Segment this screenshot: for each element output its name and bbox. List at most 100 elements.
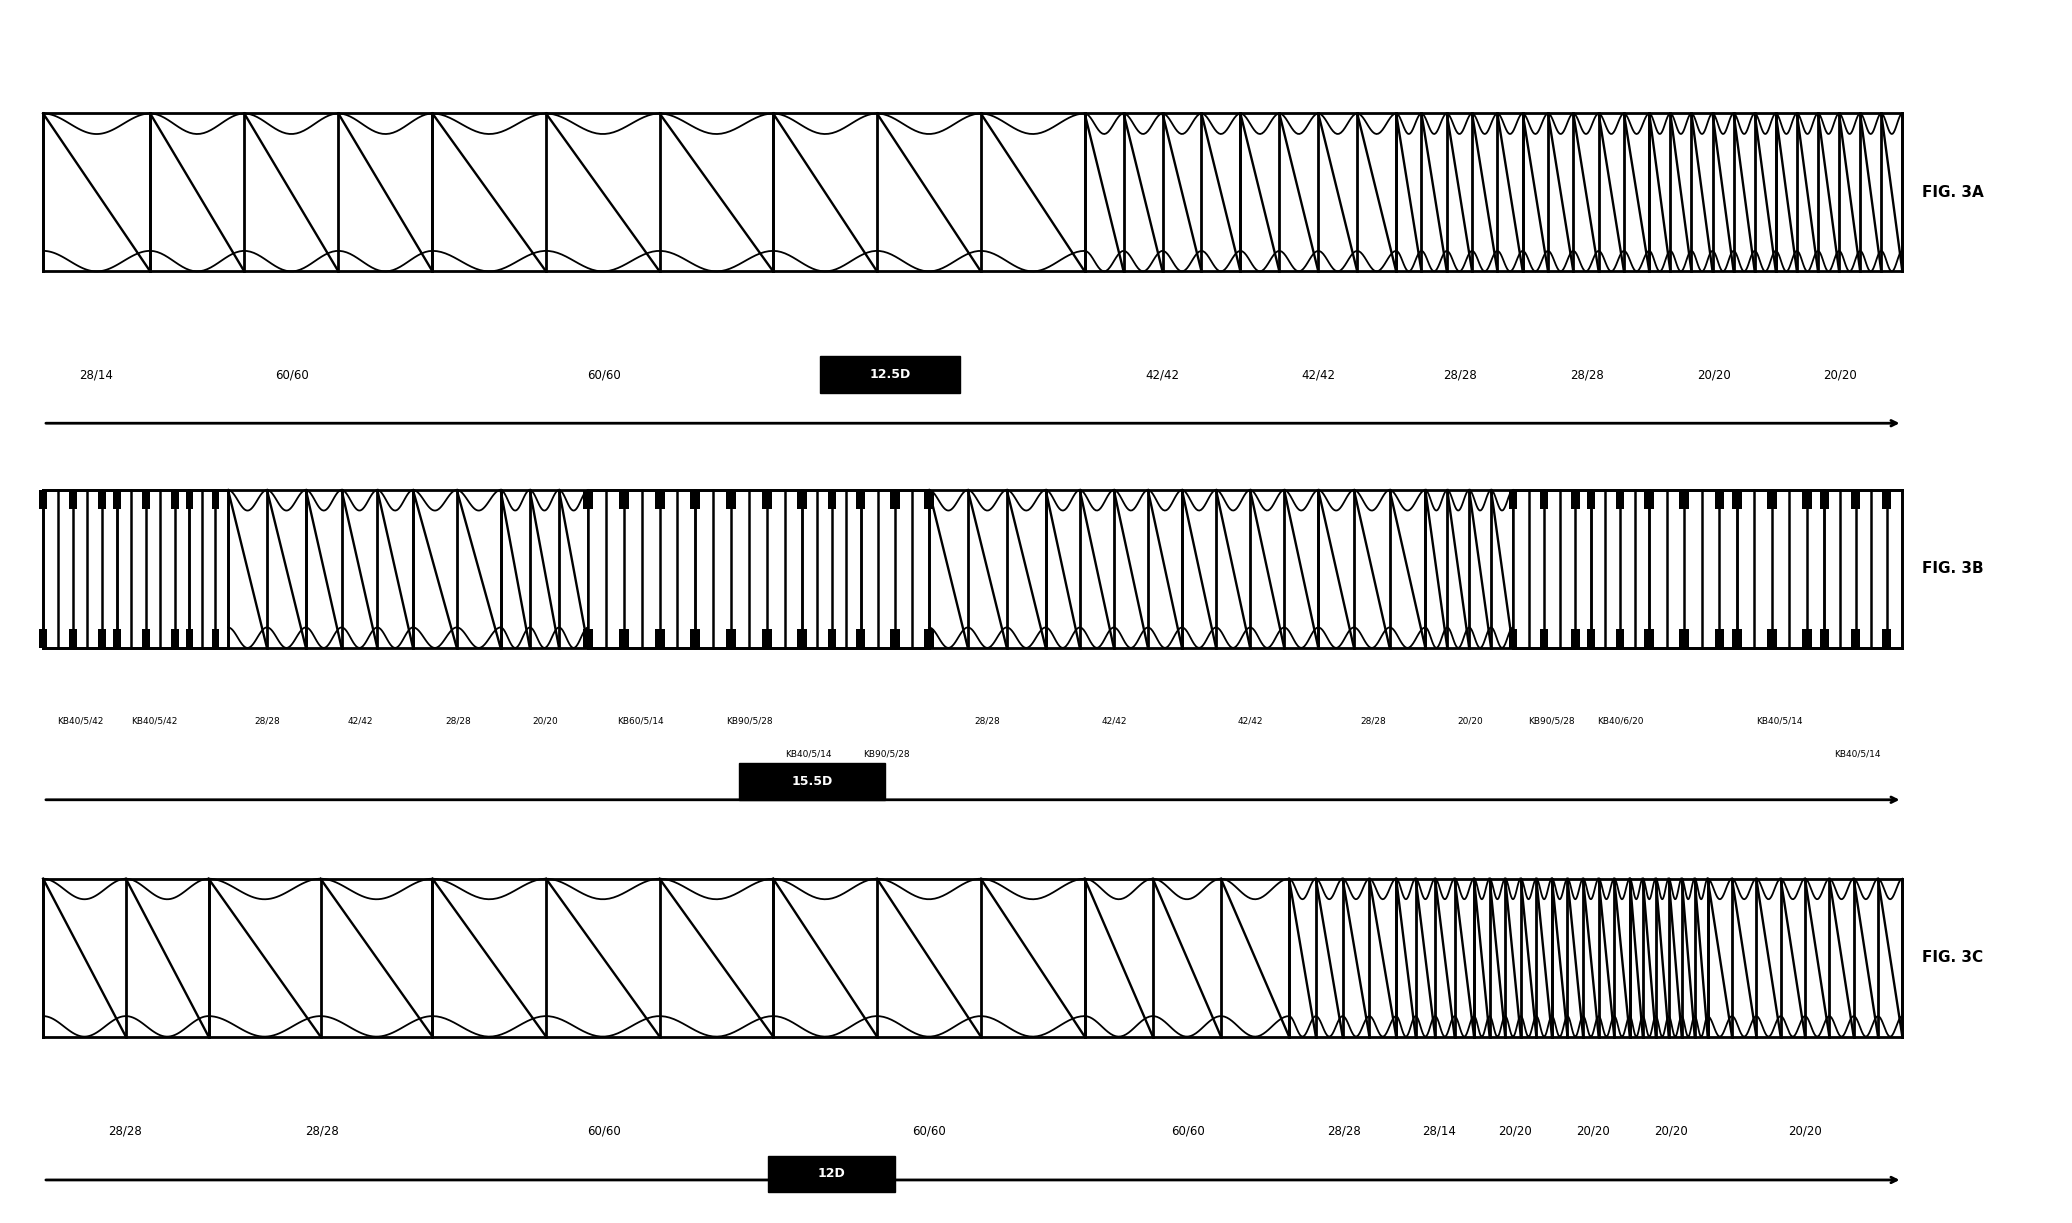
Bar <box>798 629 806 648</box>
Text: KB40/5/14: KB40/5/14 <box>785 750 831 758</box>
Text: 20/20: 20/20 <box>1697 368 1730 382</box>
Text: 20/20: 20/20 <box>1653 1125 1687 1137</box>
Text: 20/20: 20/20 <box>1788 1125 1821 1137</box>
Text: KB40/5/14: KB40/5/14 <box>1757 717 1803 725</box>
Bar <box>68 629 77 648</box>
Bar <box>891 490 899 509</box>
Bar <box>39 490 48 509</box>
Bar <box>798 629 808 648</box>
Bar <box>584 490 593 509</box>
Text: 60/60: 60/60 <box>586 368 622 382</box>
Bar <box>170 629 178 648</box>
Bar <box>655 629 665 648</box>
Bar <box>762 629 771 648</box>
Bar <box>1714 490 1724 509</box>
Bar <box>143 490 149 509</box>
Text: 28/14: 28/14 <box>1421 1125 1457 1137</box>
Bar <box>1587 490 1595 509</box>
Bar <box>1819 629 1830 648</box>
Bar <box>1883 490 1892 509</box>
Bar <box>1819 490 1830 509</box>
Text: 28/28: 28/28 <box>1444 368 1477 382</box>
Text: 20/20: 20/20 <box>1457 717 1484 725</box>
Bar <box>827 490 835 509</box>
Bar <box>1767 629 1776 648</box>
Text: 20/20: 20/20 <box>1498 1125 1531 1137</box>
Bar <box>856 629 866 648</box>
Bar <box>1508 490 1517 509</box>
Bar <box>620 629 628 648</box>
Bar <box>588 490 696 648</box>
Bar <box>1645 490 1653 509</box>
Bar <box>1714 629 1724 648</box>
Bar <box>802 490 860 648</box>
Bar <box>1513 490 1591 648</box>
Bar <box>1852 629 1861 648</box>
Text: KB40/5/42: KB40/5/42 <box>131 717 178 725</box>
Bar <box>690 490 700 509</box>
Bar <box>143 629 149 648</box>
Bar <box>211 490 220 509</box>
Bar <box>725 490 736 509</box>
Bar <box>856 629 864 648</box>
Text: 60/60: 60/60 <box>276 368 309 382</box>
Bar <box>1883 629 1892 648</box>
Text: 60/60: 60/60 <box>1171 1125 1204 1137</box>
Bar <box>891 629 899 648</box>
Text: KB90/5/28: KB90/5/28 <box>862 750 910 758</box>
Bar <box>186 490 193 509</box>
Text: 28/28: 28/28 <box>1359 717 1386 725</box>
Text: 28/28: 28/28 <box>1326 1125 1361 1137</box>
Text: 60/60: 60/60 <box>912 368 945 382</box>
Bar <box>97 629 106 648</box>
Bar <box>1736 490 1825 648</box>
Text: KB40/5/14: KB40/5/14 <box>1834 750 1881 758</box>
Bar <box>690 629 700 648</box>
Bar <box>114 490 120 509</box>
Bar <box>690 629 700 648</box>
Bar <box>1680 629 1689 648</box>
Bar <box>97 490 106 509</box>
Bar <box>114 629 120 648</box>
Text: 20/20: 20/20 <box>1577 1125 1610 1137</box>
Bar <box>584 629 593 648</box>
Bar <box>924 490 934 509</box>
Bar <box>1571 629 1579 648</box>
Text: 28/28: 28/28 <box>305 1125 338 1137</box>
Bar <box>68 490 77 509</box>
Text: 42/42: 42/42 <box>1301 368 1334 382</box>
Bar <box>1587 629 1595 648</box>
Bar <box>186 629 193 648</box>
Bar <box>44 114 1902 272</box>
Text: FIG. 3A: FIG. 3A <box>1923 185 1983 199</box>
Bar <box>1616 490 1624 509</box>
Text: 42/42: 42/42 <box>1146 368 1179 382</box>
Text: 20/20: 20/20 <box>1823 368 1857 382</box>
Text: 42/42: 42/42 <box>1100 717 1127 725</box>
Bar <box>1571 490 1579 509</box>
Text: 42/42: 42/42 <box>348 717 373 725</box>
Bar <box>827 629 835 648</box>
Bar <box>170 490 178 509</box>
Text: 12.5D: 12.5D <box>870 368 910 382</box>
Bar <box>1649 490 1736 648</box>
Text: 15.5D: 15.5D <box>792 775 833 788</box>
Text: KB40/5/42: KB40/5/42 <box>56 717 104 725</box>
Bar <box>44 490 118 648</box>
Text: FIG. 3C: FIG. 3C <box>1923 950 1983 965</box>
Text: 12D: 12D <box>818 1168 845 1180</box>
Bar <box>690 490 700 509</box>
Text: KB60/5/14: KB60/5/14 <box>617 717 665 725</box>
Bar <box>924 629 934 648</box>
Bar <box>1539 629 1548 648</box>
Bar <box>1803 629 1811 648</box>
Bar <box>1616 629 1624 648</box>
Bar <box>1825 490 1902 648</box>
Bar <box>655 490 665 509</box>
Bar <box>1645 629 1653 648</box>
Text: 60/60: 60/60 <box>586 1125 622 1137</box>
Text: 60/60: 60/60 <box>912 1125 945 1137</box>
Text: 28/28: 28/28 <box>445 717 470 725</box>
Bar <box>1732 490 1743 509</box>
Bar <box>189 490 228 648</box>
